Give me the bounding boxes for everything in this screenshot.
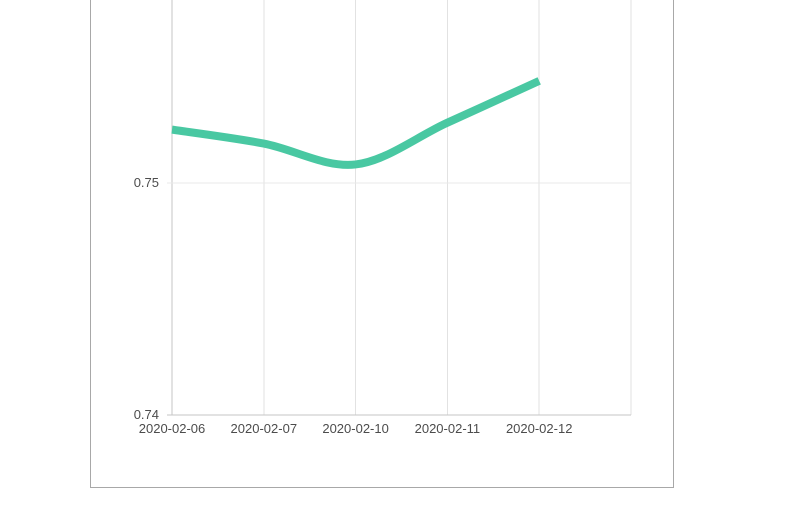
x-axis-tick-label: 2020-02-06 xyxy=(138,421,206,436)
series-line xyxy=(171,77,541,169)
chart-card: 0.74 0.75 2020-02-06 2020-02-07 2020-02-10 2… xyxy=(90,0,674,488)
x-axis-tick-label: 2020-02-10 xyxy=(322,421,389,436)
x-axis-tick-label: 2020-02-11 xyxy=(414,421,481,436)
x-axis-tick-label: 2020-02-07 xyxy=(230,421,298,436)
line-chart-canvas xyxy=(167,0,632,416)
x-axis-tick-label: 2020-02-12 xyxy=(505,421,573,436)
y-axis-tick-label: 0.75 xyxy=(133,175,159,190)
y-axis-tick-label: 0.74 xyxy=(133,407,159,422)
